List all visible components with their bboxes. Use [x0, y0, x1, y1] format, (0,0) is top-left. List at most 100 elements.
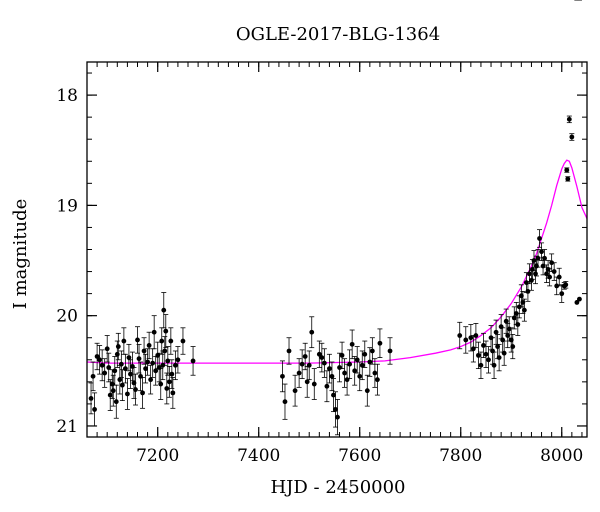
point-marker [148, 377, 154, 383]
point-marker [107, 392, 113, 398]
point-marker [311, 381, 317, 387]
data-point [163, 314, 169, 349]
point-marker [496, 355, 502, 360]
point-marker [369, 348, 375, 354]
point-marker [90, 373, 96, 379]
data-point [151, 315, 157, 350]
point-marker [564, 167, 570, 173]
data-point [321, 348, 327, 378]
point-marker [347, 361, 353, 367]
point-marker [140, 390, 145, 396]
point-marker [102, 370, 108, 376]
data-point [170, 377, 176, 409]
y-tick-label: 21 [56, 417, 78, 437]
data-point [282, 383, 288, 420]
data-point [102, 358, 108, 388]
point-marker [150, 360, 156, 366]
point-marker [542, 255, 547, 261]
point-marker [357, 373, 363, 379]
point-marker [136, 356, 142, 362]
point-marker [362, 351, 368, 357]
point-marker [175, 357, 181, 363]
point-marker [304, 379, 310, 385]
point-marker [126, 355, 132, 360]
data-points-layer [88, 0, 582, 436]
data-point [299, 349, 305, 379]
data-point [357, 361, 363, 392]
point-marker [299, 361, 305, 367]
data-point [521, 298, 527, 322]
point-marker [533, 271, 538, 277]
data-point [165, 346, 171, 376]
point-marker [539, 249, 544, 255]
point-marker [531, 258, 537, 263]
data-point [483, 340, 489, 368]
point-marker [302, 354, 308, 359]
point-marker [478, 362, 484, 368]
point-marker [468, 335, 474, 341]
plot-frame [86, 61, 588, 438]
y-tick-label: 18 [56, 86, 78, 106]
point-marker [547, 274, 553, 280]
point-marker [493, 329, 499, 335]
x-axis-label: HJD - 2450000 [270, 477, 405, 498]
data-point [372, 358, 378, 388]
data-point [90, 361, 96, 392]
point-marker [114, 351, 120, 357]
point-marker [172, 362, 178, 368]
point-marker [125, 391, 130, 397]
data-point [117, 364, 123, 395]
data-point [565, 176, 571, 182]
point-marker [352, 368, 358, 374]
point-marker [501, 350, 507, 356]
point-marker [563, 282, 569, 288]
point-marker [554, 283, 560, 289]
data-point [551, 262, 557, 281]
point-marker [162, 348, 168, 354]
point-marker [135, 337, 140, 343]
data-point [486, 346, 492, 374]
point-marker [364, 388, 370, 394]
point-marker [319, 355, 325, 360]
data-point [478, 351, 484, 379]
data-point [164, 372, 170, 405]
point-marker [327, 366, 332, 372]
data-point [330, 378, 336, 413]
point-marker [559, 291, 565, 297]
data-point [97, 345, 103, 375]
point-marker [354, 357, 360, 363]
data-point [146, 331, 152, 360]
point-marker [527, 271, 532, 277]
minor-ticks [86, 62, 587, 437]
point-marker [549, 260, 555, 266]
x-tick-label: 7200 [136, 446, 179, 466]
point-marker [158, 381, 164, 387]
point-marker [190, 358, 196, 364]
data-point [559, 284, 565, 303]
data-point [468, 324, 474, 352]
data-point [302, 342, 308, 371]
point-marker [128, 371, 133, 377]
data-point [374, 363, 380, 396]
data-point [309, 316, 315, 349]
point-marker [537, 236, 542, 241]
point-marker [104, 346, 110, 352]
x-tick-label: 7800 [439, 446, 482, 466]
data-point [159, 327, 165, 355]
point-marker [170, 390, 176, 396]
point-marker [112, 368, 118, 374]
data-point [180, 327, 186, 355]
point-marker [113, 399, 119, 405]
point-marker [367, 359, 373, 365]
x-tick-label: 7600 [338, 446, 381, 466]
data-point [190, 346, 196, 376]
data-point [501, 340, 507, 366]
data-point [496, 343, 502, 372]
data-point [172, 350, 178, 381]
point-marker [324, 383, 330, 389]
point-marker [145, 359, 151, 365]
data-point [169, 359, 175, 389]
point-marker [476, 352, 481, 358]
point-marker [486, 357, 491, 363]
